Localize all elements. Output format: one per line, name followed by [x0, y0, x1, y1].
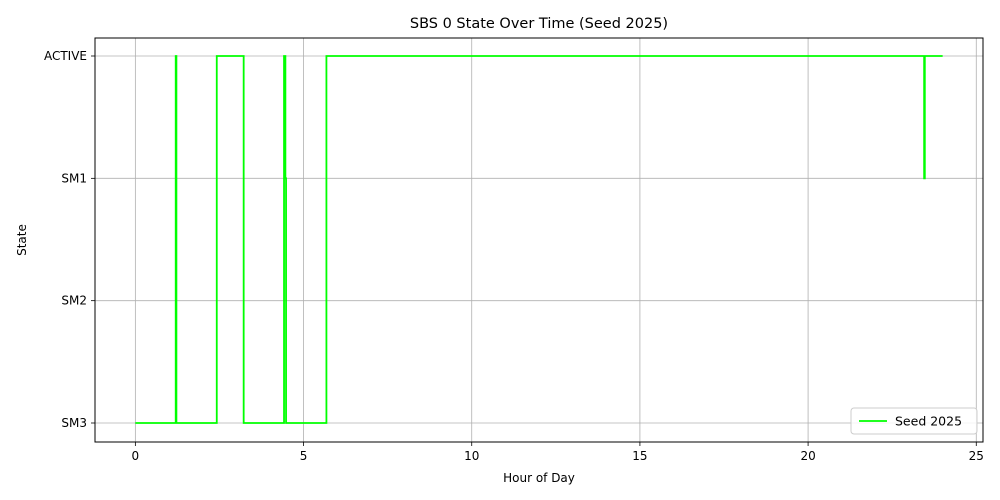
y-tick-label: ACTIVE — [44, 49, 87, 63]
x-tick-label: 15 — [632, 449, 647, 463]
chart-title: SBS 0 State Over Time (Seed 2025) — [410, 16, 668, 32]
y-axis: SM3 SM2 SM1 ACTIVE — [44, 49, 95, 430]
x-tick-label: 5 — [300, 449, 308, 463]
legend-box — [850, 407, 978, 435]
series-line — [135, 55, 943, 424]
y-tick-label: SM3 — [61, 416, 87, 430]
legend-label: Seed 2025 — [895, 414, 962, 429]
y-tick-label: SM1 — [61, 171, 87, 185]
series-layer — [135, 55, 943, 424]
y-axis-label: State — [15, 224, 29, 256]
y-tick-label: SM2 — [61, 294, 87, 308]
x-tick-label: 25 — [969, 449, 984, 463]
x-axis: 0 5 10 15 20 25 — [132, 442, 984, 463]
plot-frame — [94, 37, 984, 443]
x-tick-label: 10 — [464, 449, 479, 463]
x-axis-label: Hour of Day — [503, 471, 575, 485]
x-tick-label: 0 — [132, 449, 140, 463]
x-tick-label: 20 — [800, 449, 815, 463]
legend: Seed 2025 — [850, 407, 978, 435]
